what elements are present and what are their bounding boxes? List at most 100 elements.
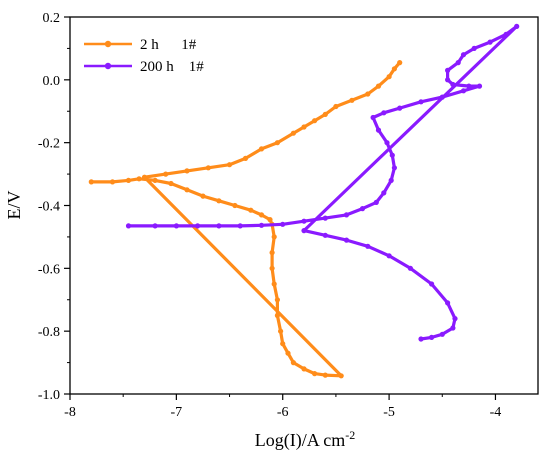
series-1-point <box>258 146 265 152</box>
series-2-point <box>503 31 509 37</box>
y-tick-label: -1.0 <box>38 388 60 403</box>
series-2-point <box>388 177 394 183</box>
series-1-point <box>267 217 273 223</box>
series-1-point <box>258 212 265 218</box>
series-1-point <box>226 162 233 168</box>
x-tick-label: -4 <box>490 405 502 420</box>
series-1-point <box>290 130 296 136</box>
series-2-point <box>460 52 467 58</box>
series-2-point <box>301 228 307 234</box>
series-1-point <box>349 97 355 103</box>
series-2-point <box>429 334 435 340</box>
legend: 2 h 1# 200 h 1# <box>84 37 204 75</box>
series-2-point <box>381 110 387 116</box>
y-tick-label: -0.2 <box>38 137 60 152</box>
series-2-point <box>445 77 451 83</box>
series-1-point <box>152 177 158 183</box>
x-axis-label: Log(I)/A cm-2 <box>255 428 355 451</box>
series-2-point <box>471 45 477 52</box>
legend-marker-1 <box>104 40 112 48</box>
series-2-point <box>280 221 286 227</box>
series-1-point <box>274 297 280 303</box>
series-2-point <box>450 325 456 331</box>
series-2-point <box>445 67 451 73</box>
series-1-point <box>205 165 211 171</box>
series-1-point <box>397 60 403 66</box>
series-1-point <box>248 207 254 213</box>
series-2-point <box>125 223 132 229</box>
series-2-point <box>386 253 392 259</box>
series-1-point <box>312 371 318 377</box>
x-tick-label: -7 <box>171 405 183 420</box>
x-tick-label: -5 <box>383 405 395 420</box>
legend-label-1: 2 h 1# <box>140 37 197 53</box>
series-2-point <box>381 190 387 196</box>
series-1-point <box>184 187 190 193</box>
series-2-point <box>455 60 461 66</box>
series-2-point <box>237 223 243 229</box>
y-axis-label: E/V <box>4 191 24 220</box>
series-1-point <box>285 350 291 356</box>
y-tick-label: -0.8 <box>38 325 60 340</box>
series-2-point <box>359 206 366 212</box>
x-tick-label: -6 <box>277 405 289 420</box>
x-axis-label-superscript: -2 <box>345 428 355 442</box>
series-1-point <box>365 91 371 97</box>
x-axis-label-main: Log(I)/A cm <box>255 430 345 451</box>
series-1-point <box>375 83 382 89</box>
series-2-point <box>439 94 445 100</box>
series-1-point <box>278 328 284 334</box>
legend-label-2: 200 h 1# <box>140 59 204 75</box>
series-1-point <box>141 174 148 180</box>
series-1-point <box>168 180 174 187</box>
series-2-point <box>322 215 328 221</box>
series-2-point <box>418 99 424 105</box>
series-2-point <box>258 222 265 228</box>
series-1-point <box>301 124 307 130</box>
series-1-point <box>109 179 116 185</box>
series-2-point <box>445 300 451 306</box>
series-2-point <box>429 281 435 287</box>
series-2-point <box>487 39 493 45</box>
series-1-point <box>274 312 280 319</box>
series-1-point <box>136 176 142 182</box>
series-1-point <box>338 373 344 379</box>
series-2-point <box>397 105 403 111</box>
series-2-point <box>418 336 424 342</box>
series-2-point <box>384 140 390 146</box>
series-2-point <box>439 331 445 337</box>
series-2-point <box>391 165 397 171</box>
series-2-point <box>365 243 371 249</box>
series-1-point <box>312 118 318 124</box>
y-tick-label: 0.0 <box>43 74 61 89</box>
series-2-point <box>460 88 467 94</box>
series-2-point <box>373 199 379 205</box>
plot-area <box>88 23 520 379</box>
series-1-point <box>280 341 286 347</box>
series-2-point <box>343 212 350 218</box>
series-1-point <box>125 177 132 183</box>
series-1-point <box>274 140 280 146</box>
series-1-point <box>216 198 222 204</box>
series-1-point <box>386 74 392 80</box>
series-1-point <box>301 366 307 372</box>
series-2-point <box>301 218 307 224</box>
y-tick-label: -0.6 <box>38 262 60 277</box>
series-1-point <box>184 168 190 174</box>
legend-marker-2 <box>104 62 112 70</box>
series-2-point <box>389 152 395 158</box>
series-1-point <box>200 193 206 199</box>
series-2-point <box>343 237 350 243</box>
axes: -8 -7 -6 -5 -4 0.2 0.0 -0.2 -0.4 -0.6 -0.8 -1.0 <box>38 11 539 420</box>
series-2-point <box>514 23 520 29</box>
series-1-point <box>322 372 328 378</box>
series-1-point <box>322 111 328 117</box>
series-2-point <box>173 223 179 229</box>
series-1-point <box>88 179 94 185</box>
series-1-point <box>269 265 275 271</box>
series-2-point <box>152 223 158 229</box>
series-1-point <box>271 234 277 240</box>
series-2-point <box>476 83 483 89</box>
series-2-point <box>195 223 201 229</box>
series-2-point <box>216 223 222 229</box>
